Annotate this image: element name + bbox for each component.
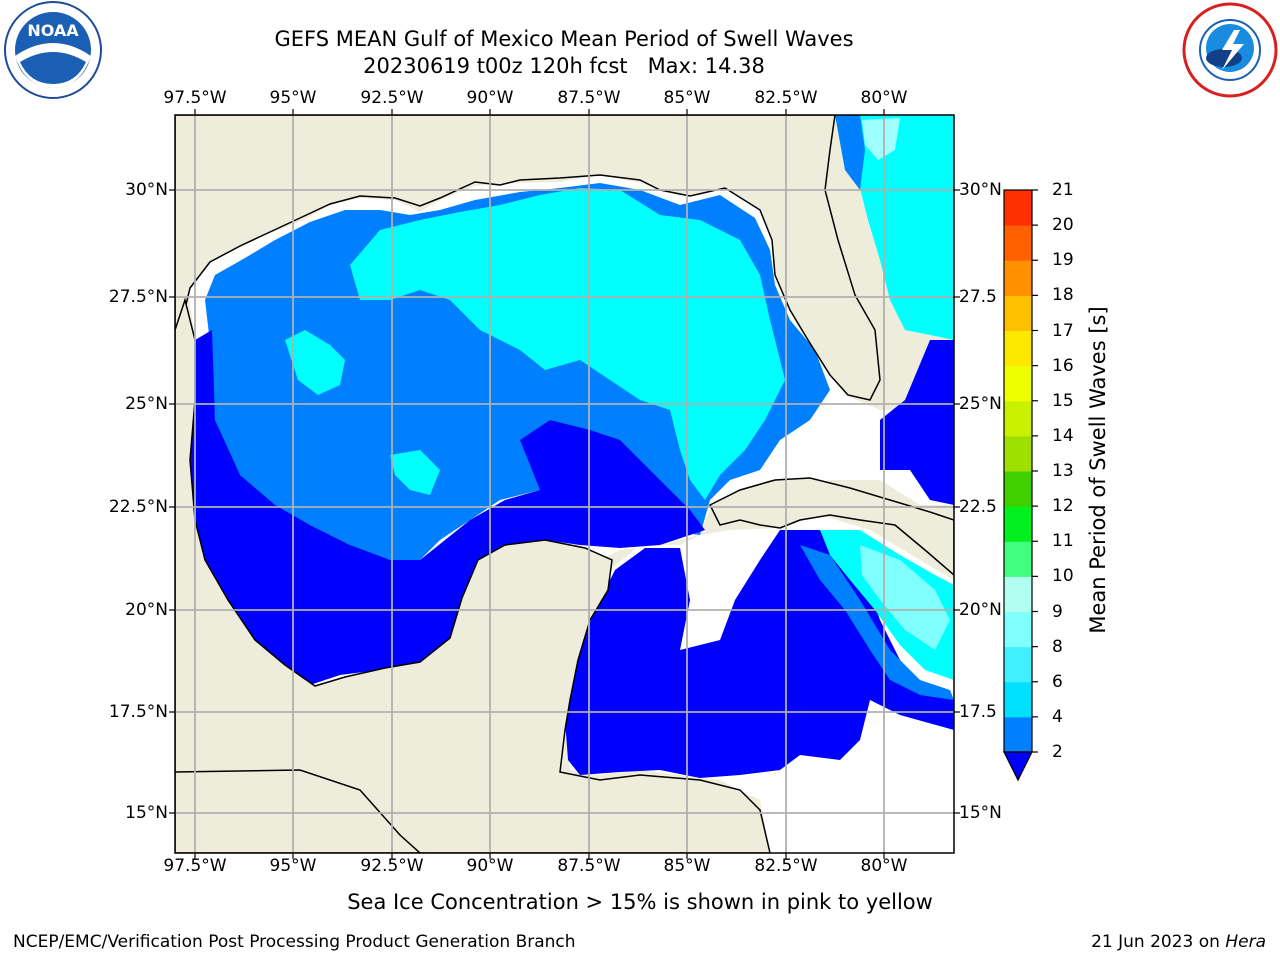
longitude-label-bottom: 92.5°W <box>360 856 424 876</box>
latitude-label-left: 22.5°N <box>108 497 168 517</box>
latitude-label-left: 30°N <box>125 180 168 200</box>
colorbar-segment <box>1004 506 1032 542</box>
longitude-label-top: 90°W <box>466 88 514 108</box>
noaa-logo-icon: NOAA <box>4 1 102 99</box>
machine-name: Hera <box>1225 932 1266 952</box>
colorbar-segment <box>1004 541 1032 577</box>
svg-text:NOAA: NOAA <box>27 21 79 40</box>
longitude-label-bottom: 85°W <box>663 856 711 876</box>
caribbean-swell-deep <box>565 530 954 778</box>
colorbar-segment <box>1004 716 1032 753</box>
colorbar-tick-label: 2 <box>1052 742 1063 762</box>
colorbar-tick-label: 13 <box>1052 461 1074 481</box>
colorbar-tick-label: 18 <box>1052 285 1074 306</box>
colorbar-segment <box>1004 611 1032 648</box>
map-area <box>175 115 954 853</box>
colorbar-segment <box>1004 190 1032 226</box>
latitude-label-right: 25°N <box>959 394 1002 414</box>
latitude-label-left: 27.5°N <box>108 287 168 307</box>
colorbar-segment <box>1004 681 1032 718</box>
colorbar <box>1003 189 1038 782</box>
longitude-label-bottom: 82.5°W <box>754 856 818 876</box>
gulf-swell-deep-west <box>190 330 705 685</box>
colorbar-extend-arrow <box>1003 751 1033 782</box>
colorbar-tick-label: 21 <box>1052 180 1074 200</box>
texas-coast-land <box>175 115 881 401</box>
caribbean-swell-light <box>860 545 950 650</box>
latitude-label-left: 15°N <box>125 803 168 823</box>
latitude-label-left: 20°N <box>125 600 168 620</box>
map-frame <box>174 114 955 854</box>
latitude-label-right: 30°N <box>959 180 1002 200</box>
atlantic-light <box>862 118 900 160</box>
longitude-label-top: 80°W <box>860 88 908 108</box>
longitude-label-top: 85°W <box>663 88 711 108</box>
colorbar-tick-label: 10 <box>1052 566 1074 587</box>
colorbar-tick-label: 17 <box>1052 320 1074 341</box>
longitude-label-bottom: 90°W <box>466 856 514 876</box>
longitude-label-bottom: 97.5°W <box>163 856 227 876</box>
colorbar-tick-label: 11 <box>1052 531 1074 552</box>
colorbar-segment <box>1004 260 1032 296</box>
atlantic-deep <box>880 340 954 505</box>
colorbar-segment <box>1004 435 1032 472</box>
colorbar-tick-label: 8 <box>1052 636 1063 657</box>
latitude-label-left: 17.5°N <box>108 702 168 722</box>
colorbar-segment <box>1004 646 1032 683</box>
longitude-label-bottom: 95°W <box>269 856 317 876</box>
gulf-swell-cyan <box>350 188 785 500</box>
map-title: GEFS MEAN Gulf of Mexico Mean Period of … <box>274 27 854 51</box>
colorbar-segment <box>1004 400 1032 437</box>
colorbar-tick-label: 15 <box>1052 390 1074 411</box>
colorbar-tick-label: 14 <box>1052 425 1074 446</box>
colorbar-tick-label: 20 <box>1052 215 1074 236</box>
map-gridlines <box>175 115 954 853</box>
caribbean-swell-blue <box>800 545 954 700</box>
gulf-swell-blue-sw <box>235 395 370 530</box>
colorbar-tick-label: 9 <box>1052 601 1063 622</box>
nws-logo-icon <box>1182 2 1278 98</box>
colorbar-label: Mean Period of Swell Waves [s] <box>1086 306 1110 634</box>
colorbar-tick-label: 6 <box>1052 671 1063 692</box>
atlantic-water <box>835 115 954 340</box>
sea-ice-note: Sea Ice Concentration > 15% is shown in … <box>347 890 933 914</box>
longitude-label-top: 87.5°W <box>557 88 621 108</box>
gulf-swell-cyan-west <box>285 330 345 395</box>
colorbar-tick-label: 19 <box>1052 250 1074 271</box>
mexico-land <box>175 297 771 853</box>
longitude-label-top: 82.5°W <box>754 88 818 108</box>
longitude-label-top: 97.5°W <box>163 88 227 108</box>
longitude-label-bottom: 87.5°W <box>557 856 621 876</box>
map-subtitle: 20230619 t00z 120h fcst Max: 14.38 <box>363 54 765 78</box>
latitude-label-right: 17.5 <box>959 702 997 722</box>
date-text: 21 Jun 2023 on Hera <box>1091 932 1266 952</box>
credit-text: NCEP/EMC/Verification Post Processing Pr… <box>13 932 576 952</box>
latitude-label-right: 22.5 <box>959 497 997 517</box>
colorbar-segment <box>1004 576 1032 612</box>
colorbar-tick-label: 16 <box>1052 355 1074 376</box>
colorbar-segment <box>1004 225 1032 261</box>
latitude-label-right: 20°N <box>959 600 1002 620</box>
map-ticks <box>169 109 960 859</box>
colorbar-segment <box>1004 365 1032 402</box>
colorbar-segment <box>1004 471 1032 507</box>
colorbar-segment <box>1004 295 1032 331</box>
longitude-label-bottom: 80°W <box>860 856 908 876</box>
colorbar-tick-label: 4 <box>1052 706 1063 727</box>
cuba-land <box>708 477 954 576</box>
colorbar-segment <box>1004 330 1032 367</box>
atlantic-blue <box>835 115 865 190</box>
gulf-swell-cyan-center <box>390 450 440 495</box>
colorbar-tick-label: 12 <box>1052 496 1074 517</box>
latitude-label-right: 27.5 <box>959 287 997 307</box>
longitude-label-top: 92.5°W <box>360 88 424 108</box>
latitude-label-right: 15°N <box>959 803 1002 823</box>
map-title-block: GEFS MEAN Gulf of Mexico Mean Period of … <box>0 26 1128 80</box>
longitude-label-top: 95°W <box>269 88 317 108</box>
latitude-label-left: 25°N <box>125 394 168 414</box>
